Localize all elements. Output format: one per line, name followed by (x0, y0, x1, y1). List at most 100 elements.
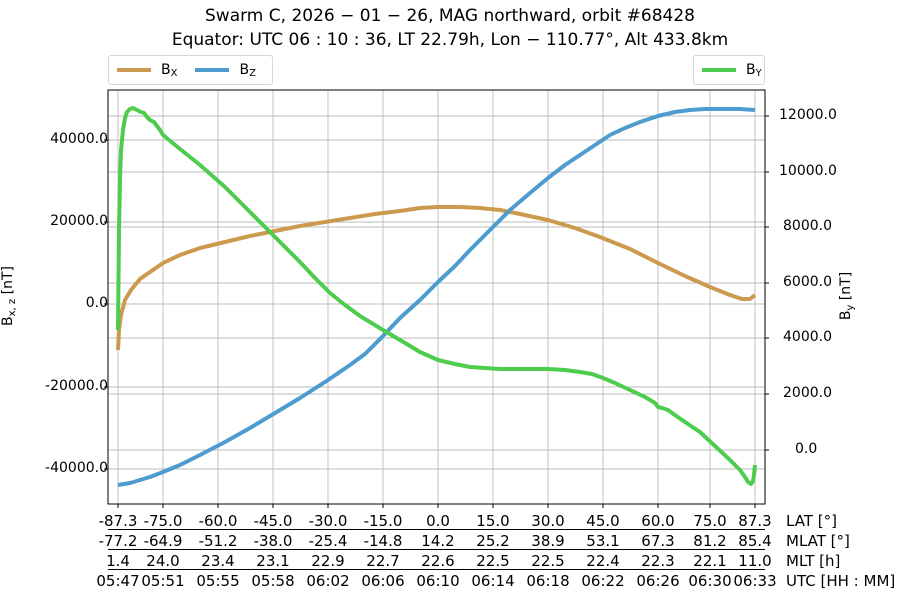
legend-sub: Z (249, 67, 256, 79)
x-tick-label: 38.9 (531, 532, 565, 550)
x-tick-label: -75.0 (143, 512, 183, 530)
left-axis-label: Bx, z [nT] (0, 266, 18, 326)
x-tick-label: 22.1 (693, 552, 727, 570)
legend-label: B (239, 62, 250, 78)
x-tick-label: 22.3 (641, 552, 675, 570)
x-tick-label: 53.1 (586, 532, 620, 550)
x-tick-label: -14.8 (363, 532, 403, 550)
right-ytick: 6000.0 (783, 274, 832, 290)
x-row-lat: -87.3 -75.0 -60.0 -45.0 -30.0 -15.0 0.0 … (0, 512, 900, 532)
x-tick-label: 45.0 (586, 512, 620, 530)
left-ytick: -40000.0 (45, 460, 108, 476)
x-tick-label: 25.2 (476, 532, 510, 550)
row-name: MLT [h] (786, 552, 841, 570)
x-tick-label: 23.1 (256, 552, 290, 570)
legend-label: B (161, 62, 171, 78)
x-tick-label: 60.0 (641, 512, 675, 530)
grid (108, 90, 765, 504)
x-tick-label: 22.5 (531, 552, 565, 570)
bz-swatch-icon (195, 68, 230, 72)
x-tick-label: 85.4 (738, 532, 772, 550)
row-separator (108, 549, 765, 550)
x-tick-label: 22.6 (421, 552, 455, 570)
x-tick-label: 22.9 (311, 552, 345, 570)
x-tick-label: 06:10 (416, 572, 460, 590)
right-ytick: 0.0 (795, 441, 818, 457)
x-tick-label: -25.4 (308, 532, 348, 550)
legend-sub: Y (755, 67, 762, 79)
axis-label-unit: [nT] (838, 271, 855, 305)
x-tick-label: 05:58 (251, 572, 295, 590)
axis-label-main: B (0, 316, 16, 326)
right-ytick: 10000.0 (779, 163, 837, 179)
x-tick-label: 06:26 (636, 572, 680, 590)
x-row-mlat: -77.2 -64.9 -51.2 -38.0 -25.4 -14.8 14.2… (0, 532, 900, 552)
left-ytick: 20000.0 (50, 213, 108, 229)
left-ytick: -20000.0 (45, 378, 108, 394)
legend-label: B (746, 62, 756, 78)
x-tick-label: 81.2 (693, 532, 727, 550)
right-axis-label: By [nT] (838, 271, 857, 321)
x-tick-label: 22.4 (586, 552, 620, 570)
tick-marks (104, 115, 769, 508)
right-ytick: 4000.0 (783, 329, 832, 345)
legend-sub: X (170, 67, 178, 79)
x-row-utc: 05:47 05:51 05:55 05:58 06:02 06:06 06:1… (0, 572, 900, 592)
x-tick-label: 87.3 (738, 512, 772, 530)
by-swatch-icon (702, 68, 736, 72)
x-tick-label: 24.0 (146, 552, 180, 570)
axis-label-sub: y (845, 304, 857, 311)
axis-label-sub: x, z (6, 298, 18, 317)
row-name: UTC [HH : MM] (786, 572, 896, 590)
x-row-mlt: 1.4 24.0 23.4 23.1 22.9 22.7 22.6 22.5 2… (0, 552, 900, 572)
x-tick-label: 22.5 (476, 552, 510, 570)
plot-frame (107, 89, 766, 505)
x-tick-label: -77.2 (98, 532, 138, 550)
x-tick-label: 23.4 (201, 552, 235, 570)
axis-label-main: B (838, 310, 855, 321)
x-tick-label: 75.0 (693, 512, 727, 530)
right-ytick: 2000.0 (783, 385, 832, 401)
x-tick-label: 0.0 (426, 512, 450, 530)
x-tick-label: 05:55 (196, 572, 240, 590)
x-tick-label: 67.3 (641, 532, 675, 550)
right-ytick: 8000.0 (783, 218, 832, 234)
x-tick-label: -60.0 (198, 512, 238, 530)
x-tick-label: 15.0 (476, 512, 510, 530)
left-ytick: 0.0 (85, 295, 108, 311)
row-separator (108, 569, 765, 570)
x-tick-label: 06:22 (581, 572, 625, 590)
bx-swatch-icon (117, 68, 151, 72)
x-tick-label: -15.0 (363, 512, 403, 530)
x-tick-label: 06:33 (733, 572, 777, 590)
series-by-line (116, 106, 757, 486)
chart-title-line1: Swarm C, 2026 − 01 − 26, MAG northward, … (205, 6, 695, 26)
x-tick-label: -38.0 (253, 532, 293, 550)
x-tick-label: 14.2 (421, 532, 455, 550)
x-tick-label: 06:14 (471, 572, 515, 590)
x-tick-label: 06:30 (688, 572, 732, 590)
x-tick-label: 05:47 (96, 572, 140, 590)
row-name: LAT [°] (786, 512, 837, 530)
series-bz-line (117, 107, 756, 487)
x-tick-label: -87.3 (98, 512, 138, 530)
row-name: MLAT [°] (786, 532, 850, 550)
x-tick-label: 30.0 (531, 512, 565, 530)
x-tick-label: 1.4 (106, 552, 130, 570)
x-tick-label: -45.0 (253, 512, 293, 530)
x-tick-label: 06:18 (526, 572, 570, 590)
x-tick-label: -64.9 (143, 532, 183, 550)
x-tick-label: 22.7 (366, 552, 400, 570)
x-tick-label: 06:02 (306, 572, 350, 590)
x-tick-label: -30.0 (308, 512, 348, 530)
left-ytick: 40000.0 (50, 131, 108, 147)
axis-label-unit: [nT] (0, 266, 16, 299)
x-tick-label: -51.2 (198, 532, 238, 550)
right-ytick: 12000.0 (779, 107, 837, 123)
